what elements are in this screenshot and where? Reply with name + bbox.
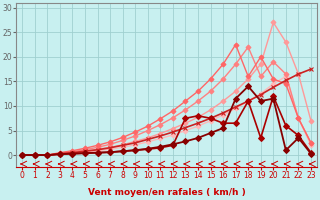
X-axis label: Vent moyen/en rafales ( km/h ): Vent moyen/en rafales ( km/h )	[88, 188, 245, 197]
